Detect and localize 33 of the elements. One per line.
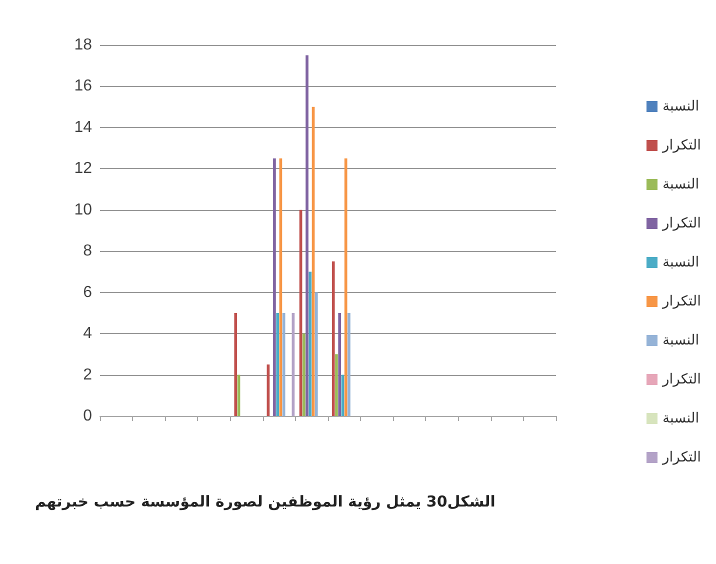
y-tick-label: 4 — [83, 325, 92, 342]
bar — [338, 312, 342, 416]
legend-label: التكرار — [662, 372, 702, 388]
y-tick-label: 0 — [83, 408, 92, 424]
legend-label: النسبة — [662, 410, 700, 426]
y-tick-label: 10 — [74, 201, 92, 218]
bar — [348, 312, 350, 416]
legend-label: التكرار — [662, 294, 702, 310]
legend-label: النسبة — [662, 254, 700, 270]
bar — [314, 292, 318, 416]
bar — [276, 312, 279, 416]
bar — [344, 158, 348, 416]
legend-label: التكرار — [662, 450, 702, 466]
y-tick-label: 2 — [83, 366, 92, 384]
legend-label: التكرار — [662, 216, 702, 232]
text: الشكل30 يمثل رؤية الموظفين لصورة المؤسسة حسب خبرتهم — [35, 492, 496, 510]
bar — [306, 55, 308, 416]
legend-label: التكرار — [662, 138, 702, 154]
y-tick-label: 8 — [83, 242, 92, 260]
bar — [234, 312, 238, 416]
legend-label: النسبة — [662, 98, 700, 114]
y-tick-label: 16 — [74, 78, 92, 95]
y-tick-label: 6 — [83, 284, 92, 301]
bar — [308, 272, 312, 416]
y-tick-label: 14 — [74, 118, 92, 136]
bar — [273, 158, 276, 416]
legend-label: النسبة — [662, 332, 700, 348]
bar — [332, 261, 335, 416]
legend-label: النسبة — [662, 176, 700, 192]
y-tick-label: 12 — [74, 160, 92, 178]
bar — [335, 354, 338, 416]
y-tick-label: 18 — [74, 36, 92, 54]
bar — [302, 334, 306, 416]
